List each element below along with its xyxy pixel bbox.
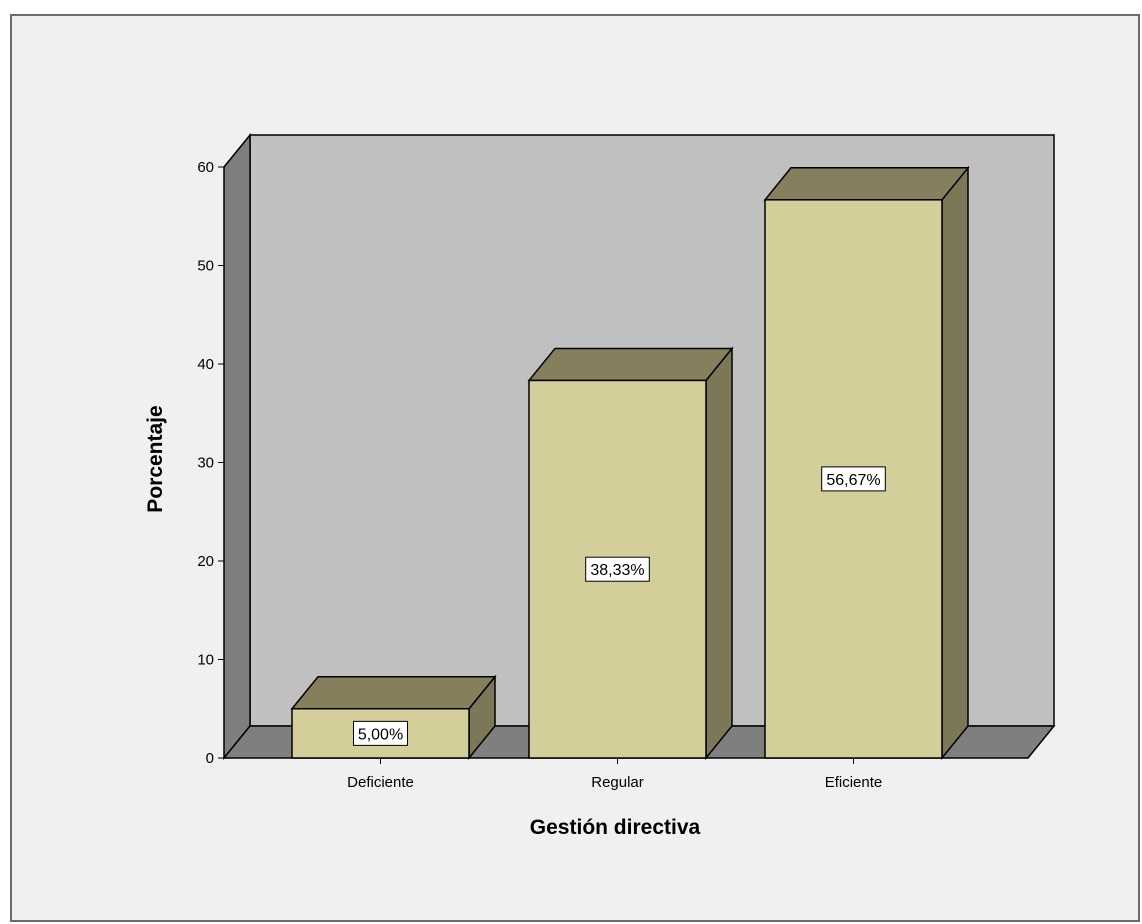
bars: 5,00% 38,33% 56,67% [290,165,970,761]
data-label: 56,67% [826,472,880,489]
bar-side [941,165,969,761]
side-wall [223,132,251,761]
bar-side [705,346,733,761]
x-axis-title: Gestión directiva [530,816,701,839]
data-label: 38,33% [590,562,644,579]
data-label: 5,00% [358,726,403,743]
bar-top [527,347,734,382]
y-axis: 0 10 20 30 40 50 60 [197,159,225,767]
y-tick-label: 60 [197,159,214,176]
y-tick-label: 40 [197,356,214,373]
bar-deficiente: 5,00% [290,674,497,761]
data-label-box [821,466,886,492]
y-tick-label: 30 [197,455,214,472]
bar-top [290,676,497,710]
y-tick-label: 0 [206,750,214,767]
bar-regular: 38,33% [527,346,734,761]
bar-eficiente: 56,67% [763,165,970,761]
data-label-box [585,556,650,582]
y-tick-label: 20 [197,553,214,570]
bar-front [291,708,470,759]
x-category-label: Regular [591,774,644,791]
y-tick-label: 50 [197,258,214,275]
bar-chart: 0 10 20 30 40 50 60 5,00% 38,33% 56,67% Deficien… [144,132,1056,839]
x-category-label: Eficiente [825,774,883,791]
x-axis-labels: Deficiente Regular Eficiente [347,758,882,791]
chart-frame: 0 10 20 30 40 50 60 5,00% 38,33% 56,67% Deficien… [10,14,1140,922]
bar-top [763,167,970,201]
y-axis-title: Porcentaje [144,405,167,512]
x-category-label: Deficiente [347,774,414,791]
data-label-box [353,720,408,746]
y-tick-label: 10 [197,652,214,669]
